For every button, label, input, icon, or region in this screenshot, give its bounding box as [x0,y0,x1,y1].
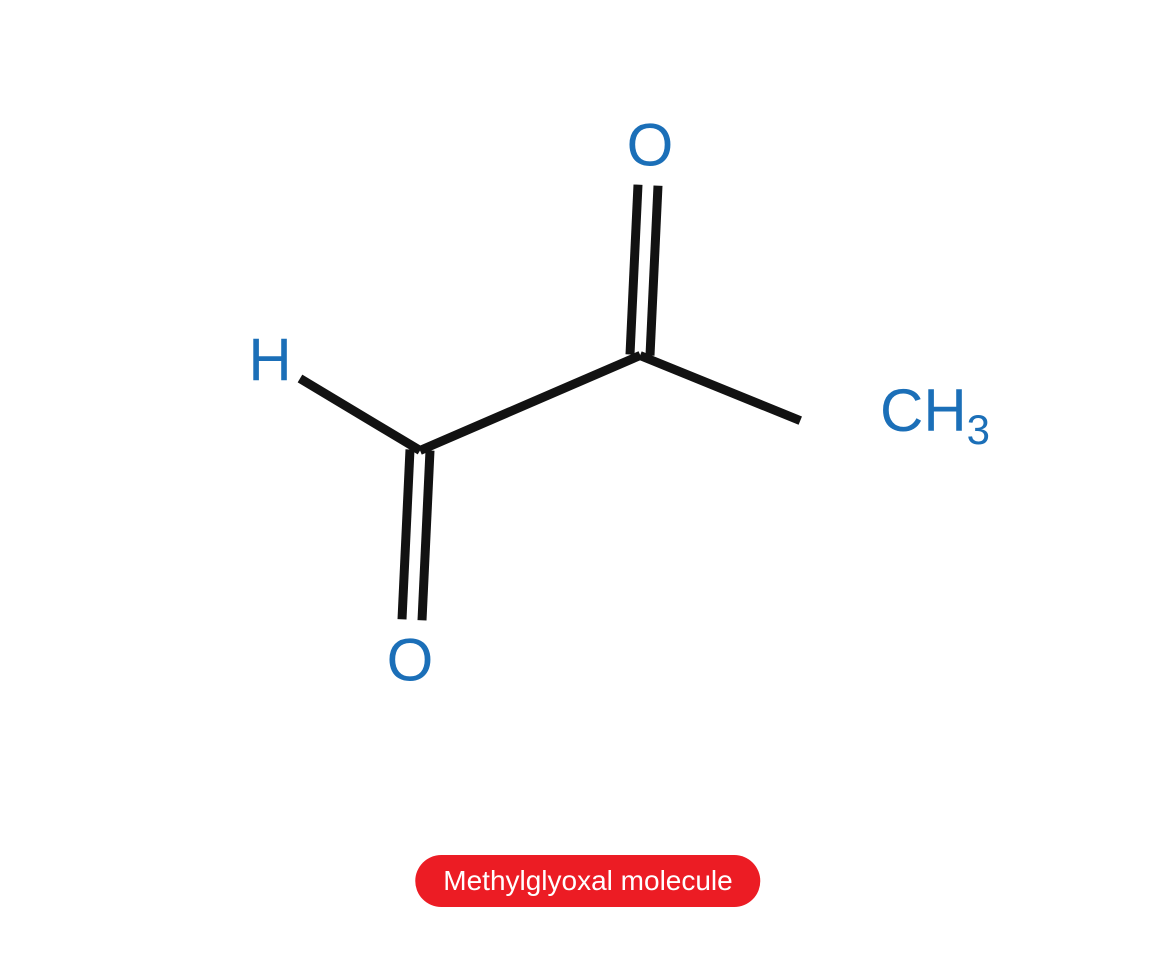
bond [398,449,415,619]
molecule-name-badge: Methylglyoxal molecule [415,855,760,907]
bond [626,184,643,354]
bond [645,185,662,355]
atom-methyl: CH3 [880,376,990,454]
atom-hydrogen: H [248,326,291,395]
atom-oxygen-top: O [627,111,674,180]
diagram-canvas: O H CH3 O Methylglyoxal molecule [0,0,1176,980]
atom-oxygen-bottom: O [387,626,434,695]
bond [418,351,642,454]
bond [298,374,423,454]
bond [638,351,801,424]
bond [417,450,434,620]
